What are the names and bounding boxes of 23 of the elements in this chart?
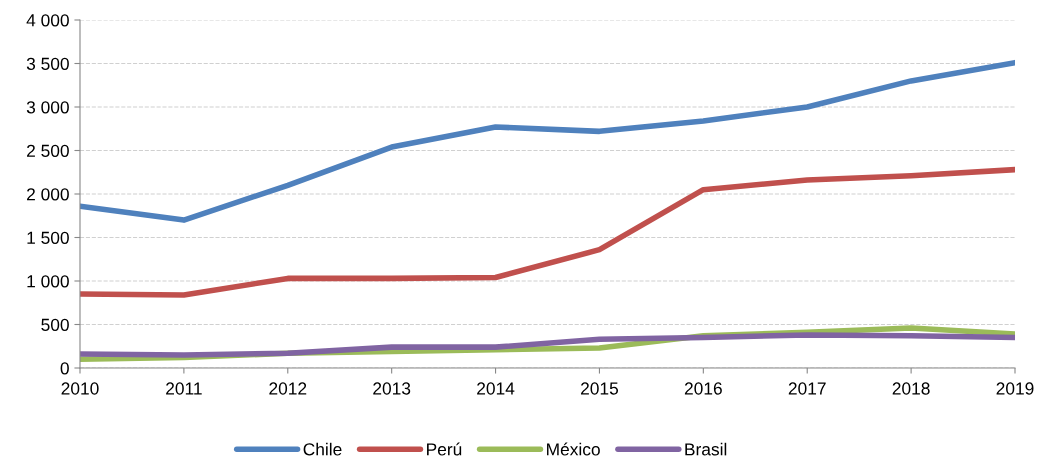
x-tick-label: 2012 [269,382,307,395]
y-tick-label: 4 000 [26,14,69,27]
legend-label: Perú [427,442,462,456]
y-tick-label: 3 000 [26,101,69,114]
x-tick-label: 2014 [477,382,515,395]
x-tick-label: 2018 [892,382,930,395]
x-tick-label: 2010 [61,382,99,395]
x-tick-label: 2011 [166,382,202,395]
legend-label: Brasil [685,442,727,456]
x-tick-label: 2013 [373,382,411,395]
legend-label: México [547,442,600,456]
legend-label: Chile [303,442,342,456]
y-tick-label: 3 500 [26,57,69,70]
y-tick-label: 1 000 [27,275,69,288]
y-tick-label: 2 000 [27,188,69,201]
y-tick-label: 2 500 [27,144,69,157]
x-tick-label: 2015 [581,382,619,395]
x-tick-label: 2017 [788,382,826,395]
y-tick-label: 500 [41,318,69,331]
y-tick-label: 1 500 [27,231,69,244]
y-tick-label: 0 [60,362,69,375]
x-tick-label: 2016 [684,382,722,395]
x-tick-label: 2019 [996,382,1034,395]
